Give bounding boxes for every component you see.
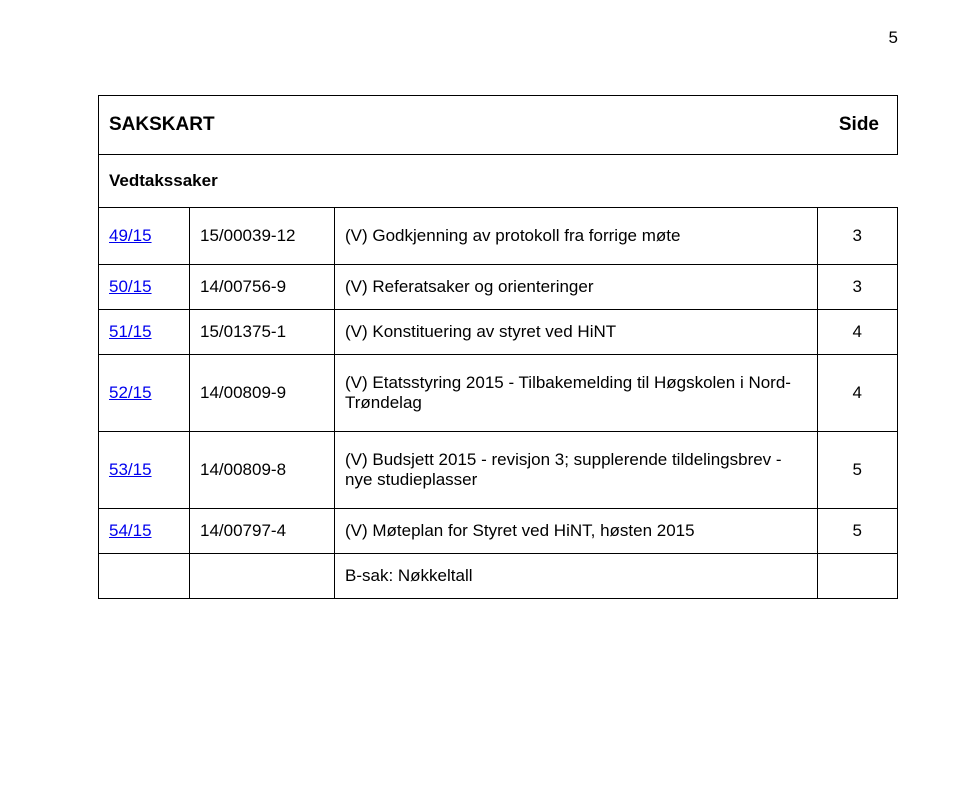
row-desc-cell: (V) Etatsstyring 2015 - Tilbakemelding t… — [335, 355, 818, 432]
row-ref-cell: 15/00039-12 — [190, 208, 335, 265]
row-desc-cell: (V) Godkjenning av protokoll fra forrige… — [335, 208, 818, 265]
row-id-cell: 49/15 — [99, 208, 190, 265]
row-ref-cell: 15/01375-1 — [190, 310, 335, 355]
footer-empty-2 — [190, 554, 335, 599]
subheader-label: Vedtakssaker — [99, 155, 898, 208]
row-desc-cell: (V) Budsjett 2015 - revisjon 3; supplere… — [335, 432, 818, 509]
row-ref-cell: 14/00797-4 — [190, 509, 335, 554]
row-page-cell: 5 — [817, 432, 898, 509]
table-row: 53/15 14/00809-8 (V) Budsjett 2015 - rev… — [99, 432, 898, 509]
table-row: 49/15 15/00039-12 (V) Godkjenning av pro… — [99, 208, 898, 265]
row-id-link[interactable]: 54/15 — [109, 521, 152, 540]
row-id-link[interactable]: 52/15 — [109, 383, 152, 402]
row-id-cell: 54/15 — [99, 509, 190, 554]
row-desc-cell: (V) Konstituering av styret ved HiNT — [335, 310, 818, 355]
row-ref-cell: 14/00809-8 — [190, 432, 335, 509]
table-row: 54/15 14/00797-4 (V) Møteplan for Styret… — [99, 509, 898, 554]
table-subheader-row: Vedtakssaker — [99, 155, 898, 208]
header-side-label: Side — [817, 96, 898, 155]
row-page-cell: 3 — [817, 208, 898, 265]
row-id-cell: 52/15 — [99, 355, 190, 432]
row-id-link[interactable]: 51/15 — [109, 322, 152, 341]
row-ref-cell: 14/00756-9 — [190, 265, 335, 310]
table-footer-row: B-sak: Nøkkeltall — [99, 554, 898, 599]
row-page-cell: 4 — [817, 310, 898, 355]
page-number: 5 — [889, 28, 898, 48]
row-page-cell: 4 — [817, 355, 898, 432]
footer-desc-cell: B-sak: Nøkkeltall — [335, 554, 818, 599]
content-area: SAKSKART Side Vedtakssaker 49/15 15/0003… — [0, 0, 960, 599]
footer-empty-4 — [817, 554, 898, 599]
row-id-cell: 53/15 — [99, 432, 190, 509]
row-id-link[interactable]: 50/15 — [109, 277, 152, 296]
row-desc-cell: (V) Møteplan for Styret ved HiNT, høsten… — [335, 509, 818, 554]
table-row: 52/15 14/00809-9 (V) Etatsstyring 2015 -… — [99, 355, 898, 432]
sakskart-table: SAKSKART Side Vedtakssaker 49/15 15/0003… — [98, 95, 898, 599]
table-header-row: SAKSKART Side — [99, 96, 898, 155]
table-row: 51/15 15/01375-1 (V) Konstituering av st… — [99, 310, 898, 355]
footer-empty-1 — [99, 554, 190, 599]
row-id-cell: 51/15 — [99, 310, 190, 355]
row-desc-cell: (V) Referatsaker og orienteringer — [335, 265, 818, 310]
row-page-cell: 5 — [817, 509, 898, 554]
row-id-link[interactable]: 49/15 — [109, 226, 152, 245]
row-id-link[interactable]: 53/15 — [109, 460, 152, 479]
row-ref-cell: 14/00809-9 — [190, 355, 335, 432]
header-title: SAKSKART — [99, 96, 818, 155]
table-row: 50/15 14/00756-9 (V) Referatsaker og ori… — [99, 265, 898, 310]
row-page-cell: 3 — [817, 265, 898, 310]
row-id-cell: 50/15 — [99, 265, 190, 310]
